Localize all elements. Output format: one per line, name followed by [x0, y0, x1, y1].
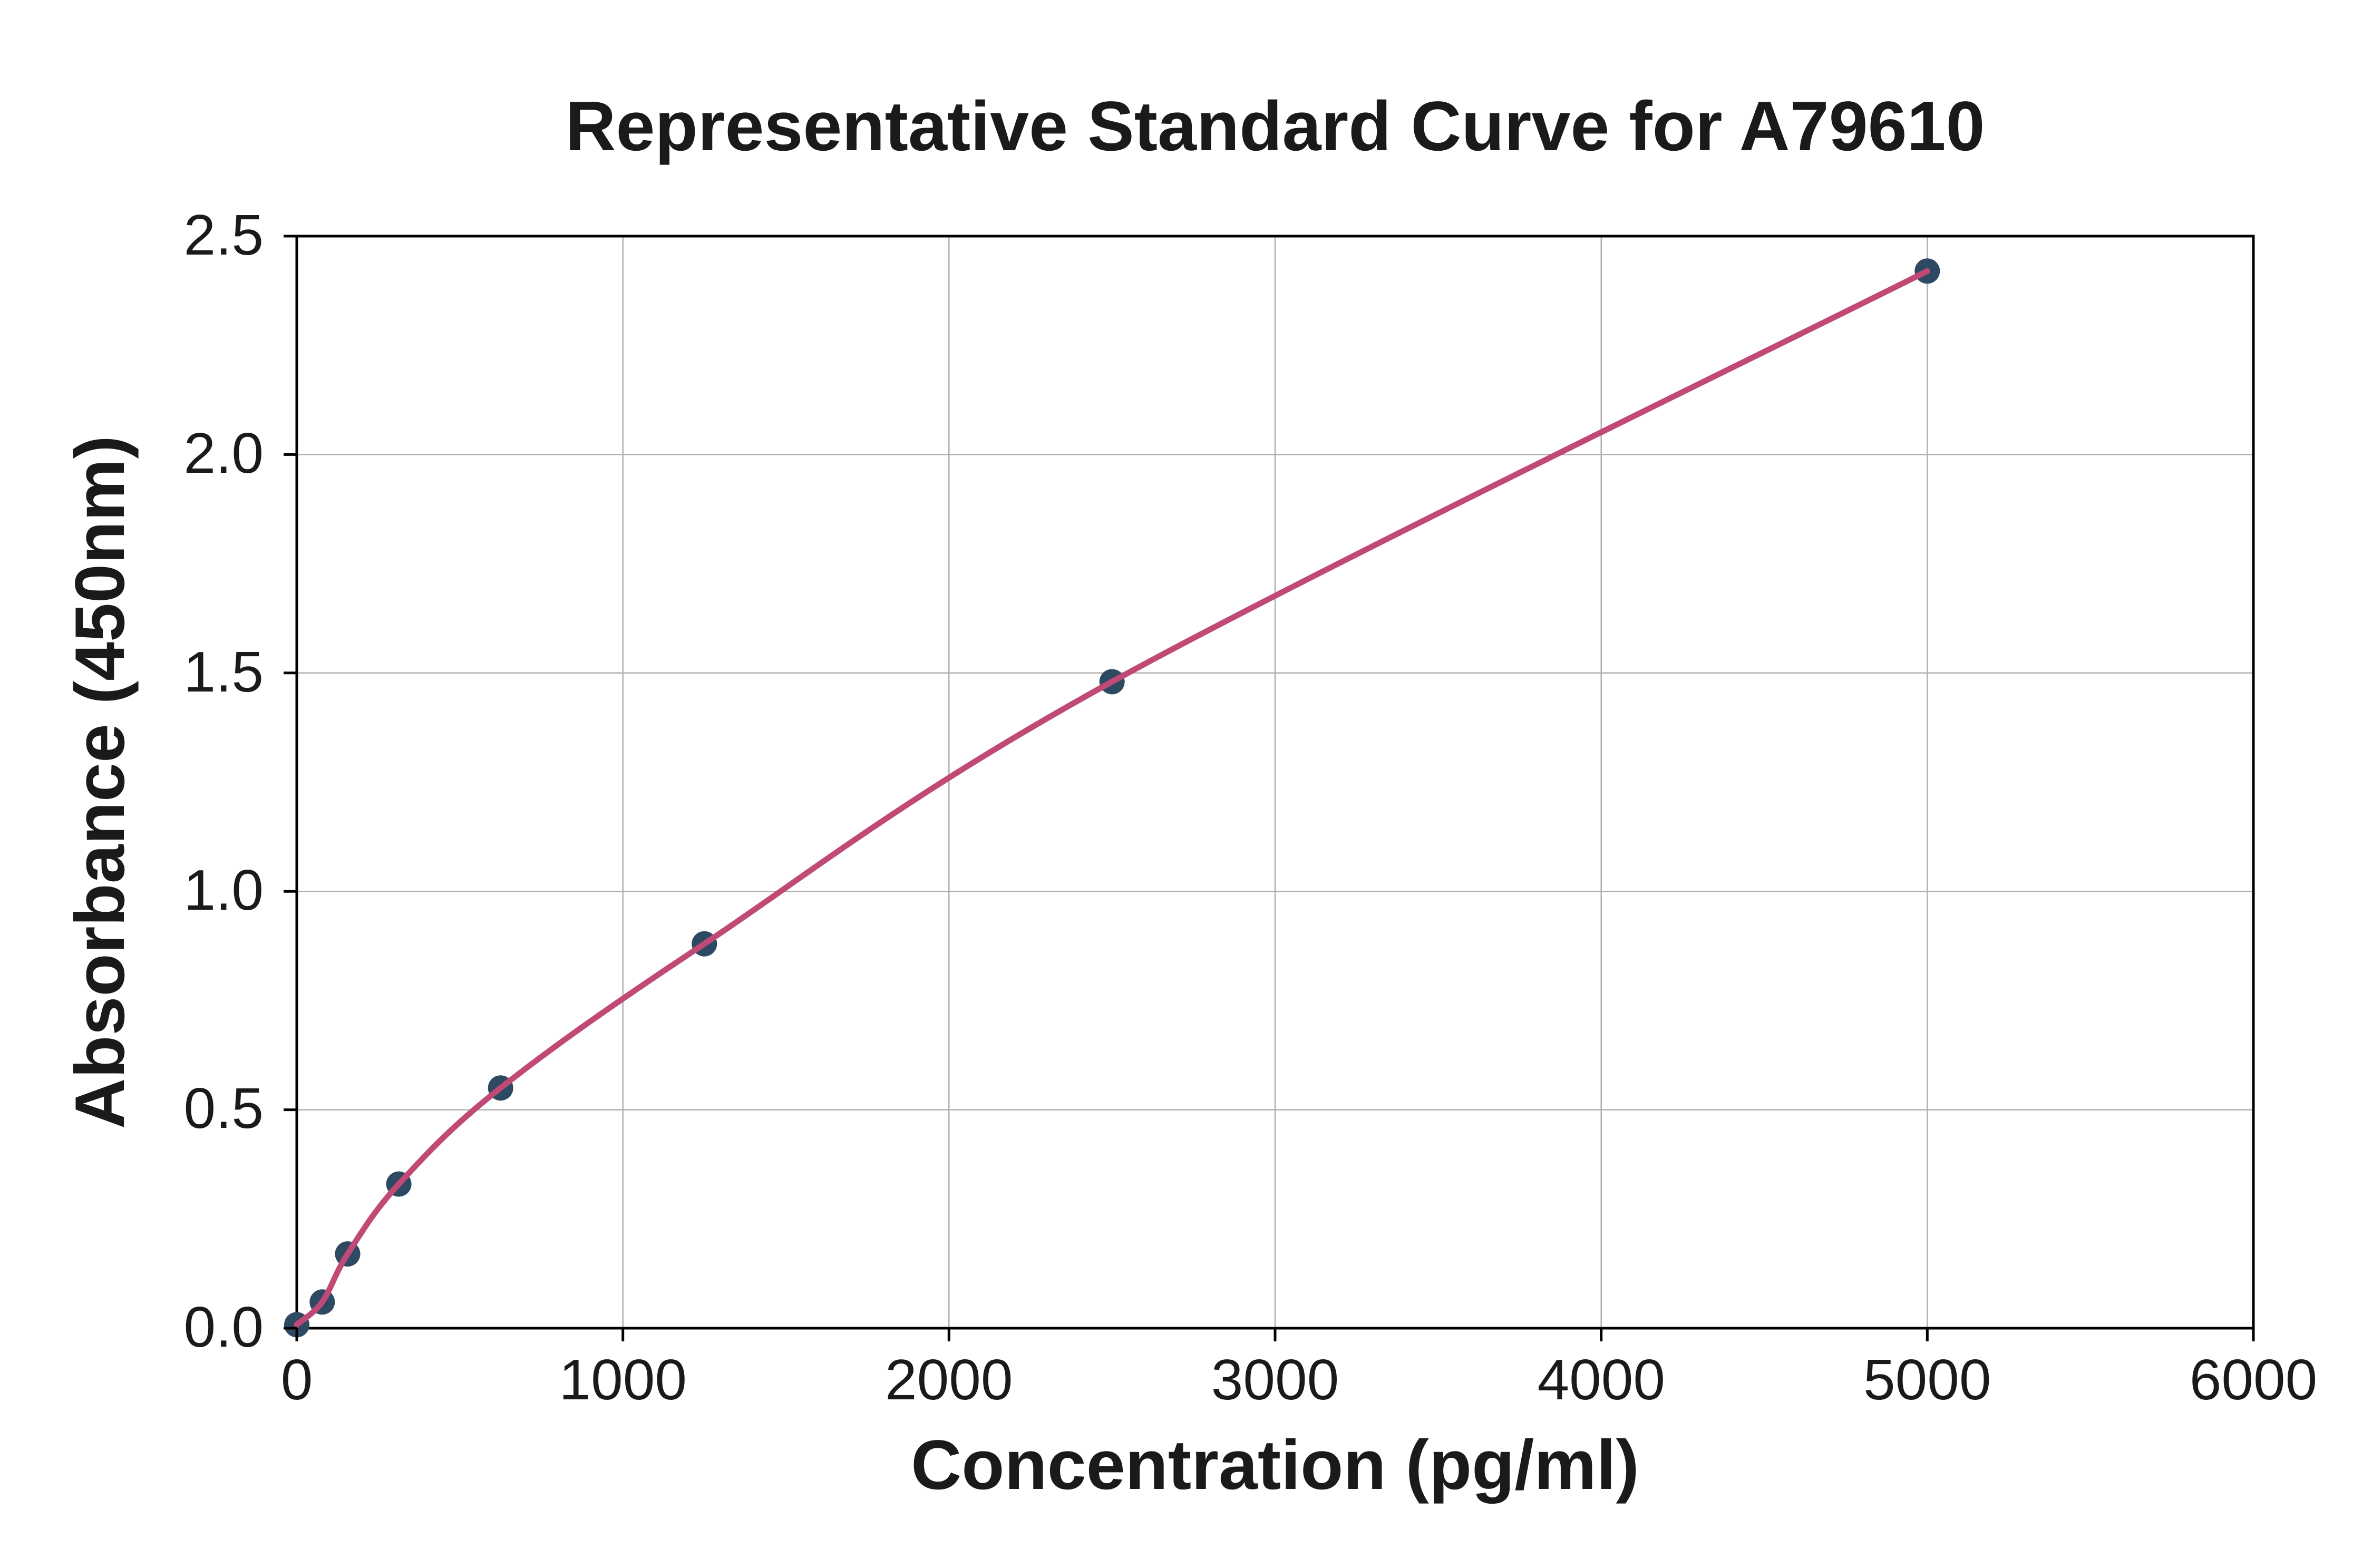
svg-text:0.0: 0.0: [183, 1295, 264, 1359]
svg-text:0.5: 0.5: [183, 1076, 264, 1141]
svg-text:Representative Standard Curve: Representative Standard Curve for A79610: [565, 87, 1985, 165]
svg-text:2000: 2000: [885, 1348, 1013, 1412]
svg-text:2.5: 2.5: [183, 203, 264, 267]
svg-text:1.5: 1.5: [183, 640, 264, 704]
svg-text:0: 0: [281, 1348, 313, 1412]
svg-text:1000: 1000: [559, 1348, 686, 1412]
svg-text:2.0: 2.0: [183, 421, 264, 485]
svg-text:3000: 3000: [1211, 1348, 1339, 1412]
svg-text:5000: 5000: [1863, 1348, 1991, 1412]
svg-text:6000: 6000: [2190, 1348, 2317, 1412]
svg-text:Concentration (pg/ml): Concentration (pg/ml): [911, 1426, 1639, 1504]
svg-text:4000: 4000: [1537, 1348, 1665, 1412]
svg-text:1.0: 1.0: [183, 858, 264, 922]
svg-text:Absorbance (450nm): Absorbance (450nm): [61, 435, 139, 1129]
